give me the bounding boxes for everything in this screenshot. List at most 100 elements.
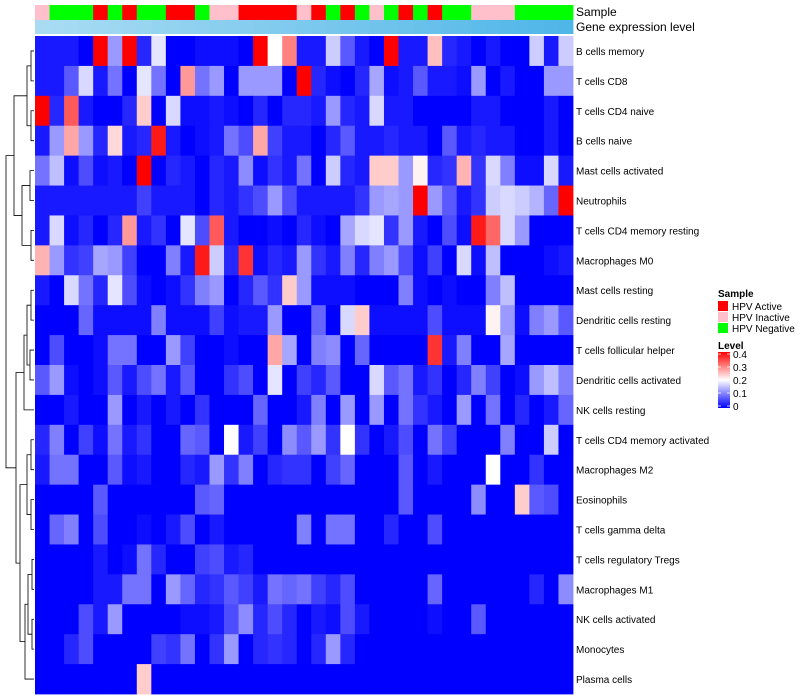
heatmap-cell xyxy=(369,394,385,426)
legend-swatch-inactive xyxy=(718,312,728,322)
heatmap-cell xyxy=(514,335,530,366)
heatmap-cell xyxy=(325,335,341,366)
heatmap-cell xyxy=(136,275,152,306)
heatmap-cell xyxy=(529,155,545,186)
heatmap-cell xyxy=(151,335,167,366)
heatmap-cell xyxy=(442,424,458,456)
heatmap-cell xyxy=(151,424,167,456)
heatmap-cell xyxy=(514,125,530,157)
sample-annotation-cell xyxy=(122,5,138,20)
heatmap-cell xyxy=(122,634,138,665)
heatmap-cell xyxy=(35,424,50,456)
heatmap-cell xyxy=(325,36,341,67)
heatmap-cell xyxy=(64,604,80,635)
heatmap-cell xyxy=(311,664,327,695)
heatmap-cell xyxy=(64,424,80,456)
heatmap-cell xyxy=(209,36,225,67)
heatmap-cell xyxy=(253,424,269,456)
sample-annotation-cell xyxy=(194,5,210,20)
sample-annotation-cell xyxy=(558,5,574,20)
heatmap-cell xyxy=(180,394,196,426)
heatmap-cell xyxy=(340,544,356,575)
heatmap-cell xyxy=(558,95,574,127)
heatmap-cell xyxy=(93,365,109,396)
heatmap-cell xyxy=(238,155,254,186)
heatmap-cell xyxy=(485,275,501,306)
heatmap-cell xyxy=(282,514,298,545)
heatmap-cell xyxy=(543,484,559,515)
heatmap-cell xyxy=(107,275,123,306)
dendrogram-branch xyxy=(19,484,27,643)
heatmap-cell xyxy=(485,394,501,426)
heatmap-cell xyxy=(35,305,50,336)
heatmap-cell xyxy=(413,394,428,426)
heatmap-cell xyxy=(122,95,138,127)
heatmap-cell xyxy=(325,65,341,97)
heatmap-cell xyxy=(78,275,94,306)
heatmap-cell xyxy=(543,394,559,426)
heatmap-cell xyxy=(340,634,356,665)
heatmap-cell xyxy=(224,544,239,575)
heatmap-cell xyxy=(107,424,123,456)
heatmap-cell xyxy=(296,95,312,127)
heatmap-cell xyxy=(253,335,269,366)
heatmap-cell xyxy=(558,454,574,486)
heatmap-cell xyxy=(514,365,530,396)
heatmap-cell xyxy=(354,155,370,186)
heatmap-cell xyxy=(369,664,385,695)
sample-annotation-cell xyxy=(398,5,414,20)
heatmap-cell xyxy=(122,36,138,67)
heatmap-cell xyxy=(78,335,94,366)
heatmap-cell xyxy=(383,664,399,695)
row-labels: B cells memory T cells CD8 T cells CD4 nai… xyxy=(576,47,709,686)
heatmap-cell xyxy=(543,65,559,97)
heatmap-cell xyxy=(383,634,399,665)
heatmap-cell xyxy=(224,65,239,97)
sample-annotation-cell xyxy=(209,5,225,20)
heatmap-cell xyxy=(354,514,370,545)
heatmap-cell xyxy=(107,36,123,67)
heatmap-cell xyxy=(122,424,138,456)
heatmap-cell xyxy=(136,394,152,426)
heatmap-cell xyxy=(122,335,138,366)
legend-sample-title: Sample xyxy=(718,289,754,300)
heatmap-cell xyxy=(107,484,123,515)
heatmap-cell xyxy=(238,365,254,396)
heatmap-cell xyxy=(543,664,559,695)
heatmap-cell xyxy=(136,604,152,635)
heatmap-cell xyxy=(180,275,196,306)
heatmap-cell xyxy=(165,245,181,276)
heatmap-cell xyxy=(500,95,516,127)
heatmap-cell xyxy=(35,335,50,366)
heatmap-cell xyxy=(78,185,94,216)
heatmap-cell xyxy=(398,604,414,635)
heatmap-cell xyxy=(471,514,487,545)
heatmap-cell xyxy=(180,65,196,97)
heatmap-cell xyxy=(296,514,312,545)
heatmap-cell xyxy=(543,305,559,336)
heatmap-cell xyxy=(471,275,487,306)
heatmap-cell xyxy=(340,514,356,545)
heatmap-cell xyxy=(136,335,152,366)
heatmap-cell xyxy=(136,424,152,456)
heatmap-cell xyxy=(165,604,181,635)
heatmap-cell xyxy=(427,664,443,695)
heatmap-cell xyxy=(325,215,341,246)
sample-annotation-cell xyxy=(485,5,501,20)
heatmap-cell xyxy=(398,634,414,665)
heatmap-cell xyxy=(209,335,225,366)
heatmap-cell xyxy=(93,574,109,605)
heatmap-cell xyxy=(136,245,152,276)
heatmap-cell xyxy=(267,544,283,575)
heatmap-cell xyxy=(194,634,210,665)
heatmap-cell xyxy=(529,604,545,635)
heatmap-cell xyxy=(209,125,225,157)
heatmap-cell xyxy=(325,185,341,216)
heatmap-cell xyxy=(194,484,210,515)
heatmap-cell xyxy=(296,484,312,515)
heatmap-cell xyxy=(558,634,574,665)
heatmap-cell xyxy=(558,335,574,366)
heatmap-cell xyxy=(485,604,501,635)
heatmap-cell xyxy=(194,125,210,157)
heatmap-cell xyxy=(151,604,167,635)
